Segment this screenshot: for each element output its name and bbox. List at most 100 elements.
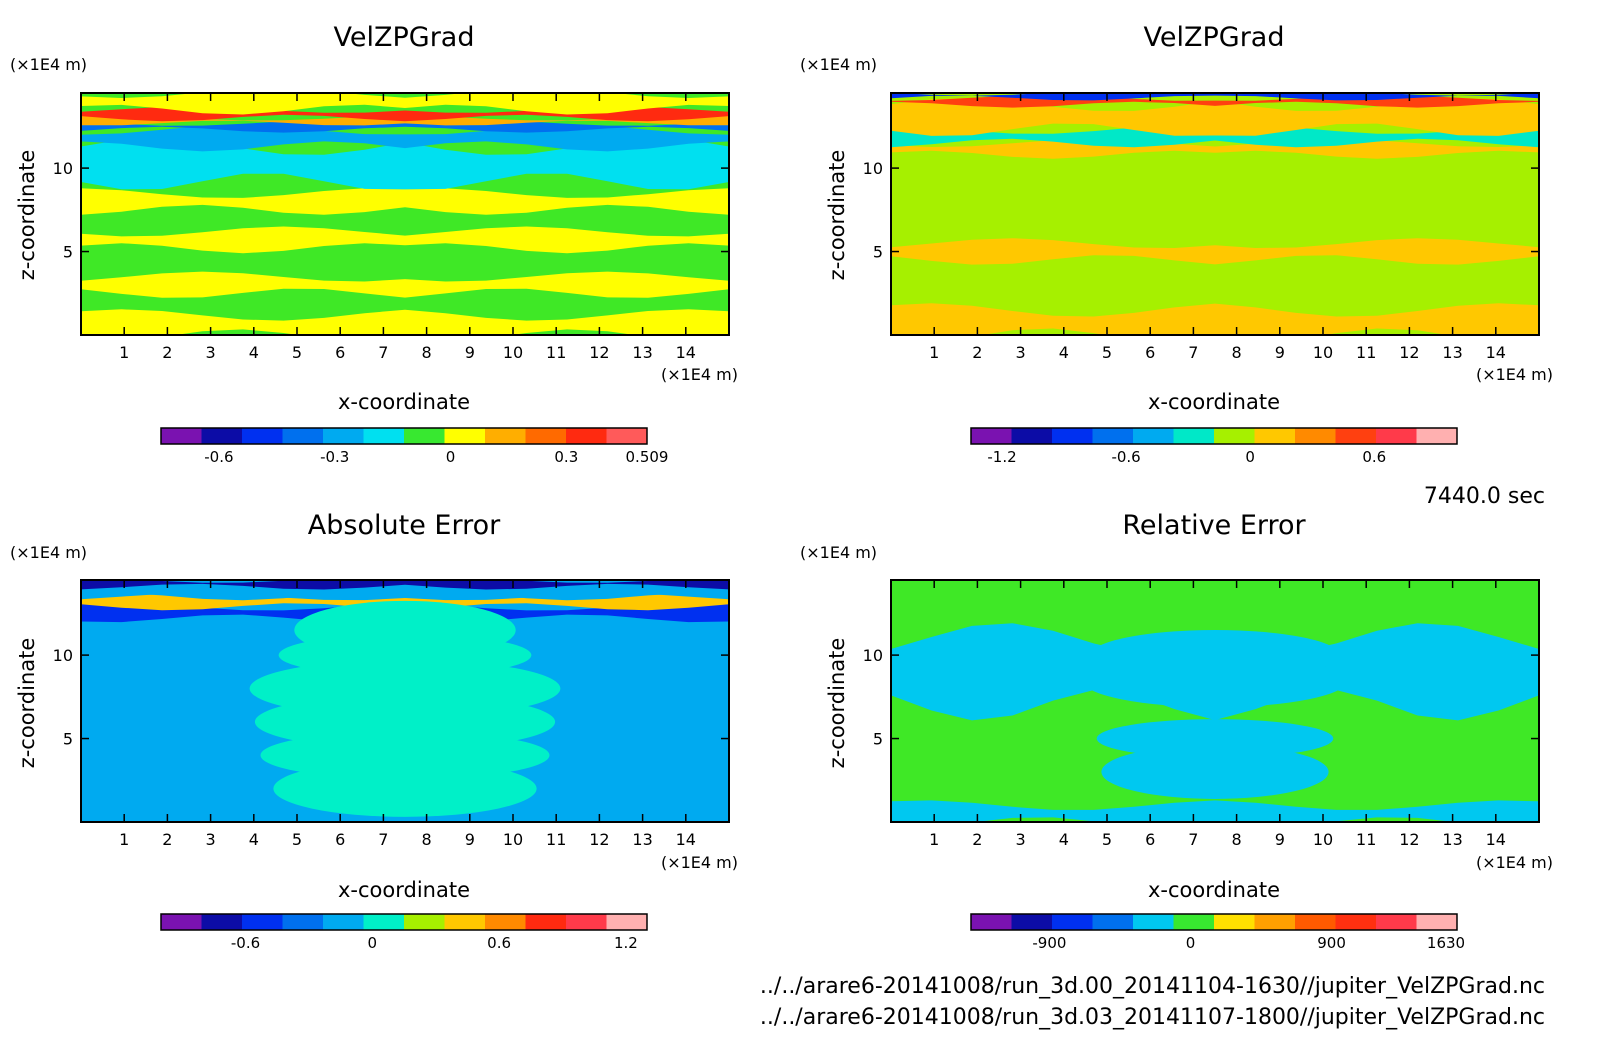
colorbar-swatch <box>1133 914 1174 930</box>
colorbar-swatch <box>323 428 364 444</box>
colorbar-swatch <box>1011 428 1053 444</box>
y-tick-label: 10 <box>53 159 73 178</box>
colorbar-swatch <box>1335 914 1377 930</box>
colorbar-swatch <box>1092 428 1134 444</box>
y-tick-labels: 5 10 <box>53 159 73 261</box>
colorbar-swatch <box>566 428 607 444</box>
plot-frame <box>890 92 1540 336</box>
x-tick-label: 13 <box>1442 830 1462 849</box>
colorbar-swatch <box>363 428 405 444</box>
colorbar-swatch <box>242 914 283 930</box>
x-tick-label: 6 <box>1145 830 1155 849</box>
y-unit-label: (×1E4 m) <box>800 543 877 562</box>
colorbar <box>970 913 1458 931</box>
contour-region <box>1101 744 1329 799</box>
x-tick-label: 4 <box>249 830 259 849</box>
colorbar-frame <box>160 427 648 445</box>
x-tick-labels: 1 2 3 4 5 6 7 8 9 10 11 12 13 14 <box>119 343 696 362</box>
colorbar-swatch <box>363 914 405 930</box>
colorbar-swatch <box>1052 914 1093 930</box>
x-tick-label: 7 <box>1188 830 1198 849</box>
colorbar-swatch <box>282 428 324 444</box>
colorbar-tick-labels: -900 0 900 1630 <box>1032 934 1465 952</box>
y-unit-label: (×1E4 m) <box>10 543 87 562</box>
x-axis-title: x-coordinate <box>338 390 470 414</box>
x-tick-label: 3 <box>1016 830 1026 849</box>
x-tick-label: 14 <box>1486 830 1506 849</box>
x-tick-label: 10 <box>1313 343 1333 362</box>
x-tick-label: 4 <box>1059 830 1069 849</box>
contour-band <box>81 188 729 215</box>
x-axis-title: x-coordinate <box>1148 878 1280 902</box>
colorbar-swatch <box>606 428 648 444</box>
y-tick-labels: 5 10 <box>863 646 883 748</box>
x-tick-label: 14 <box>676 830 696 849</box>
x-unit-label: (×1E4 m) <box>661 365 738 384</box>
contour-band <box>81 93 729 115</box>
x-tick-label: 1 <box>119 343 129 362</box>
contour-band <box>891 125 1539 148</box>
heatmap-plot <box>80 92 730 336</box>
colorbar-swatch <box>1376 914 1417 930</box>
x-tick-label: 14 <box>1486 343 1506 362</box>
contour-region <box>1090 630 1340 681</box>
x-tick-label: 10 <box>503 343 523 362</box>
x-tick-label: 9 <box>1275 830 1285 849</box>
plot-frame <box>890 579 1540 823</box>
plot-frame <box>80 579 730 823</box>
x-tick-label: 13 <box>632 830 652 849</box>
colorbar-tick-label: 0 <box>1245 448 1255 466</box>
colorbar-swatch <box>1092 914 1134 930</box>
x-tick-label: 5 <box>1102 343 1112 362</box>
colorbar-swatch <box>1416 914 1458 930</box>
contour-band <box>81 226 729 254</box>
colorbar <box>970 427 1458 445</box>
colorbar-tick-label: 900 <box>1317 934 1346 952</box>
colorbar-swatch <box>1295 428 1336 444</box>
x-tick-label: 13 <box>1442 343 1462 362</box>
contour-band <box>81 124 729 152</box>
x-tick-label: 5 <box>292 830 302 849</box>
x-tick-label: 6 <box>335 830 345 849</box>
colorbar <box>160 427 648 445</box>
colorbar-tick-labels: -0.6 0 0.6 1.2 <box>231 934 638 952</box>
x-tick-label: 12 <box>1399 343 1419 362</box>
y-tick-label: 5 <box>873 730 883 749</box>
colorbar-swatch <box>1052 428 1093 444</box>
contour-band <box>891 303 1539 335</box>
x-tick-label: 7 <box>378 830 388 849</box>
x-tick-label: 8 <box>422 343 432 362</box>
x-tick-label: 7 <box>378 343 388 362</box>
colorbar-swatch <box>161 428 202 444</box>
x-tick-label: 12 <box>589 830 609 849</box>
colorbar-tick-label: 0.3 <box>554 448 578 466</box>
colorbar-swatch <box>485 914 526 930</box>
panel-title: VelZPGrad <box>1144 22 1285 53</box>
x-tick-label: 9 <box>465 830 475 849</box>
contour-region <box>249 659 561 718</box>
x-tick-label: 2 <box>162 830 172 849</box>
colorbar-tick-label: 0.509 <box>626 448 669 466</box>
contour-field <box>891 580 1539 822</box>
y-tick-label: 5 <box>873 243 883 262</box>
colorbar-tick-label: -900 <box>1032 934 1066 952</box>
y-axis-title: z-coordinate <box>15 638 39 769</box>
colorbar-swatch <box>566 914 607 930</box>
colorbar-swatch <box>485 428 526 444</box>
colorbar-tick-label: -0.6 <box>204 448 233 466</box>
colorbar-swatch <box>971 914 1012 930</box>
x-tick-label: 8 <box>1232 343 1242 362</box>
x-tick-labels: 1 2 3 4 5 6 7 8 9 10 11 12 13 14 <box>929 830 1506 849</box>
y-tick-labels: 5 10 <box>53 646 73 748</box>
contour-band <box>81 271 729 298</box>
colorbar-tick-label: -1.2 <box>987 448 1016 466</box>
x-tick-label: 11 <box>546 830 566 849</box>
colorbar-frame <box>970 913 1458 931</box>
contour-region <box>1096 719 1334 758</box>
panel-title: Absolute Error <box>308 510 501 541</box>
colorbar-tick-label: 1630 <box>1427 934 1465 952</box>
x-tick-label: 1 <box>119 830 129 849</box>
x-tick-label: 2 <box>972 343 982 362</box>
